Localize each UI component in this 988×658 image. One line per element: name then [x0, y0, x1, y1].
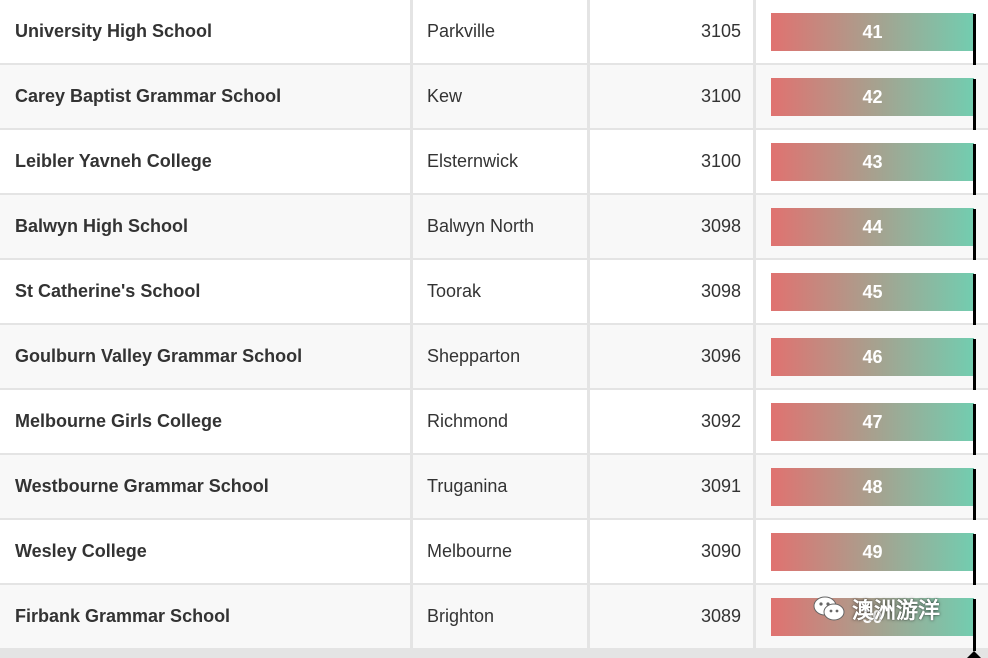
rank-value: 44 — [862, 216, 883, 237]
rank-marker-line — [973, 144, 976, 196]
rank-cell: 50 — [756, 585, 988, 658]
rank-cell: 42 — [756, 65, 988, 138]
postcode-cell: 3096 — [590, 325, 753, 388]
rank-bar: 49 — [771, 533, 981, 593]
postcode-cell: 3098 — [590, 195, 753, 258]
rank-marker-line — [973, 469, 976, 521]
suburb-cell: Truganina — [413, 455, 587, 518]
postcode-cell: 3092 — [590, 390, 753, 453]
rank-cell: 41 — [756, 0, 988, 73]
wechat-icon — [813, 596, 845, 621]
postcode-cell: 3089 — [590, 585, 753, 648]
rank-value: 49 — [862, 541, 883, 562]
rank-marker-line — [973, 404, 976, 456]
rank-value: 46 — [862, 346, 883, 367]
rank-value: 45 — [862, 281, 883, 302]
school-name-cell: Leibler Yavneh College — [0, 130, 410, 193]
postcode-cell: 3100 — [590, 65, 753, 128]
rank-bar: 47 — [771, 403, 981, 463]
watermark-text: 澳洲游洋 — [852, 598, 941, 623]
school-name-cell: Firbank Grammar School — [0, 585, 410, 648]
rank-cell: 43 — [756, 130, 988, 203]
rank-cell: 47 — [756, 390, 988, 463]
rank-marker-line — [973, 339, 976, 391]
table-row[interactable]: Goulburn Valley Grammar School Shepparton… — [0, 325, 988, 398]
rank-cell: 45 — [756, 260, 988, 333]
rank-bar: 45 — [771, 273, 981, 333]
rank-marker-line — [973, 14, 976, 66]
school-name-cell: St Catherine's School — [0, 260, 410, 323]
rank-bar: 44 — [771, 208, 981, 268]
table-row[interactable]: Westbourne Grammar School Truganina 3091 48 — [0, 455, 988, 528]
postcode-cell: 3100 — [590, 130, 753, 193]
suburb-cell: Brighton — [413, 585, 587, 648]
suburb-cell: Balwyn North — [413, 195, 587, 258]
rank-value: 50 — [862, 606, 883, 627]
school-name-cell: University High School — [0, 0, 410, 63]
rank-cell: 48 — [756, 455, 988, 528]
postcode-cell: 3090 — [590, 520, 753, 583]
rank-value: 43 — [862, 151, 883, 172]
table-row[interactable]: University High School Parkville 3105 41 — [0, 0, 988, 73]
school-name-cell: Goulburn Valley Grammar School — [0, 325, 410, 388]
suburb-cell: Shepparton — [413, 325, 587, 388]
postcode-cell: 3091 — [590, 455, 753, 518]
rank-cell: 44 — [756, 195, 988, 268]
school-name-cell: Balwyn High School — [0, 195, 410, 258]
rank-value: 47 — [862, 411, 883, 432]
table-row[interactable]: St Catherine's School Toorak 3098 45 — [0, 260, 988, 333]
rank-bar: 50 — [771, 598, 981, 658]
rank-bar: 46 — [771, 338, 981, 398]
postcode-cell: 3105 — [590, 0, 753, 63]
rank-value: 41 — [862, 21, 883, 42]
table-row[interactable]: Carey Baptist Grammar School Kew 3100 42 — [0, 65, 988, 138]
rank-cell: 46 — [756, 325, 988, 398]
school-name-cell: Westbourne Grammar School — [0, 455, 410, 518]
rank-cell: 49 — [756, 520, 988, 593]
suburb-cell: Toorak — [413, 260, 587, 323]
rank-marker-arrow-icon — [967, 651, 981, 658]
suburb-cell: Melbourne — [413, 520, 587, 583]
rank-marker-line — [973, 79, 976, 131]
table-row[interactable]: Melbourne Girls College Richmond 3092 47 — [0, 390, 988, 463]
postcode-cell: 3098 — [590, 260, 753, 323]
rank-bar: 43 — [771, 143, 981, 203]
suburb-cell: Kew — [413, 65, 587, 128]
table-row[interactable]: Leibler Yavneh College Elsternwick 3100 43 — [0, 130, 988, 203]
suburb-cell: Elsternwick — [413, 130, 587, 193]
table-row[interactable]: Firbank Grammar School Brighton 3089 50 — [0, 585, 988, 658]
rank-bar: 48 — [771, 468, 981, 528]
rank-bar: 42 — [771, 78, 981, 138]
school-name-cell: Wesley College — [0, 520, 410, 583]
school-name-cell: Carey Baptist Grammar School — [0, 65, 410, 128]
rank-bar: 41 — [771, 13, 981, 73]
rank-marker-line — [973, 274, 976, 326]
rank-marker-line — [973, 599, 976, 651]
suburb-cell: Richmond — [413, 390, 587, 453]
rank-marker-line — [973, 209, 976, 261]
table-row[interactable]: Wesley College Melbourne 3090 49 — [0, 520, 988, 593]
suburb-cell: Parkville — [413, 0, 587, 63]
rank-value: 42 — [862, 86, 883, 107]
rank-marker-line — [973, 534, 976, 586]
school-name-cell: Melbourne Girls College — [0, 390, 410, 453]
rank-value: 48 — [862, 476, 883, 497]
watermark: 澳洲游洋 — [812, 591, 940, 627]
table-row[interactable]: Balwyn High School Balwyn North 3098 44 — [0, 195, 988, 268]
